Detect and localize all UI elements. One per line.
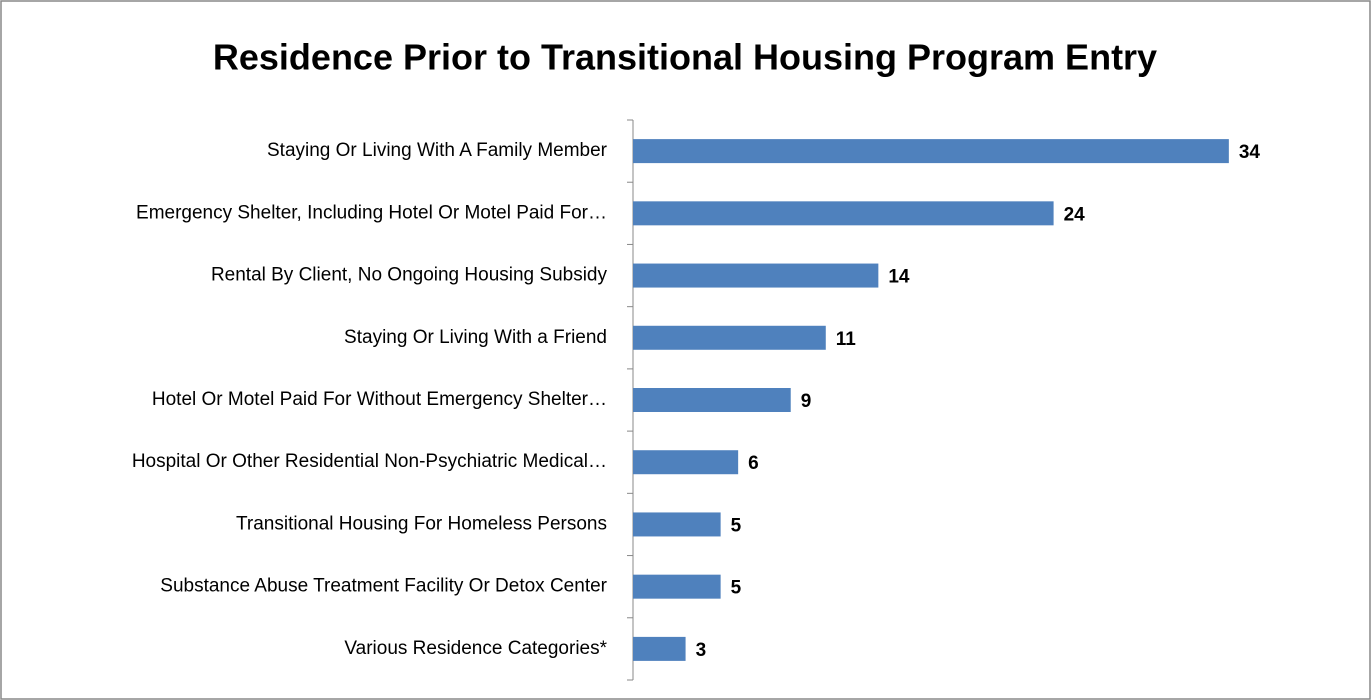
category-label: Staying Or Living With A Family Member: [267, 140, 608, 161]
value-label: 6: [748, 453, 759, 474]
bar: [633, 139, 1229, 164]
bar: [633, 450, 739, 475]
value-label: 9: [801, 391, 812, 412]
chart-title: Residence Prior to Transitional Housing …: [213, 37, 1157, 78]
value-label: 24: [1064, 204, 1086, 225]
bar: [633, 201, 1054, 226]
bar: [633, 325, 826, 350]
category-label: Transitional Housing For Homeless Person…: [236, 513, 607, 534]
value-label: 5: [731, 578, 742, 599]
category-label: Rental By Client, No Ongoing Housing Sub…: [211, 265, 608, 286]
bar: [633, 512, 721, 537]
value-label: 3: [696, 640, 707, 661]
category-label: Various Residence Categories*: [344, 638, 607, 659]
category-label: Staying Or Living With a Friend: [344, 327, 607, 348]
category-label: Hotel Or Motel Paid For Without Emergenc…: [152, 389, 607, 410]
value-label: 14: [888, 267, 910, 288]
category-label: Hospital Or Other Residential Non-Psychi…: [132, 451, 607, 472]
bar: [633, 263, 879, 288]
bar: [633, 574, 721, 599]
value-label: 5: [731, 515, 742, 536]
bar: [633, 636, 686, 661]
value-label: 34: [1239, 142, 1261, 163]
category-label: Emergency Shelter, Including Hotel Or Mo…: [136, 202, 607, 223]
bar: [633, 388, 791, 412]
value-label: 11: [836, 329, 857, 350]
category-label: Substance Abuse Treatment Facility Or De…: [160, 576, 607, 597]
